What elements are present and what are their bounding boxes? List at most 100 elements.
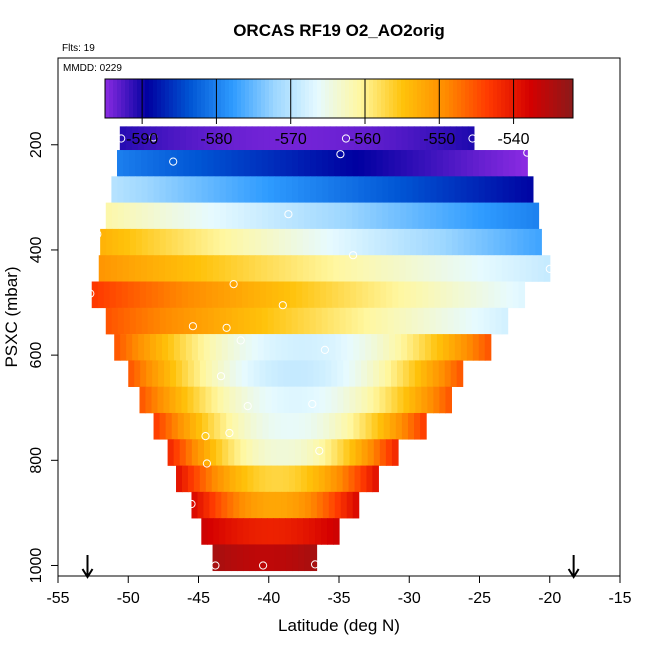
heatmap-cell (400, 150, 408, 177)
heatmap-cell (331, 360, 338, 387)
heatmap-cell (398, 281, 405, 309)
heatmap-cell (104, 255, 112, 282)
heatmap-cell (125, 126, 133, 153)
heatmap-cell (514, 202, 522, 230)
heatmap-cell (440, 281, 447, 309)
colorbar-swatch (121, 79, 126, 118)
heatmap-cell (377, 412, 385, 440)
heatmap-cell (439, 228, 447, 256)
heatmap-cell (465, 255, 473, 282)
colorbar-swatch (553, 79, 558, 118)
heatmap-cell (249, 307, 257, 335)
heatmap-cell (489, 307, 497, 335)
heatmap-cell (495, 307, 503, 335)
heatmap-cell (381, 307, 389, 335)
heatmap-cell (454, 176, 462, 203)
heatmap-cell (350, 228, 358, 256)
heatmap-cell (265, 386, 273, 414)
heatmap-cell (496, 202, 504, 230)
heatmap-cell (413, 334, 420, 361)
heatmap-cell (279, 255, 286, 282)
heatmap-cell (251, 126, 259, 153)
heatmap-cell (239, 491, 246, 519)
heatmap-cell (313, 360, 320, 387)
heatmap-cell (394, 176, 402, 203)
heatmap-cell (361, 386, 369, 414)
heatmap-cell (121, 281, 129, 309)
heatmap-cell (394, 150, 402, 177)
heatmap-cell (123, 202, 131, 230)
heatmap-cell (278, 281, 285, 309)
heatmap-cell (203, 126, 211, 153)
heatmap-cell (241, 360, 249, 387)
heatmap-cell (523, 228, 530, 256)
heatmap-cell (255, 518, 262, 545)
colorbar-swatch (509, 79, 514, 118)
heatmap-cell (351, 307, 359, 335)
colorbar-swatch (197, 79, 202, 118)
x-tick-label: -20 (538, 590, 561, 607)
heatmap-cell (349, 360, 356, 387)
heatmap-cell (413, 126, 421, 153)
heatmap-cell (120, 334, 127, 361)
heatmap-cell (358, 202, 365, 230)
heatmap-cell (472, 334, 480, 361)
heatmap-cell (231, 518, 238, 545)
heatmap-cell (543, 255, 551, 282)
colorbar-swatch (153, 79, 158, 118)
heatmap-cell (435, 255, 443, 282)
heatmap-cell (97, 281, 105, 309)
heatmap-cell (483, 307, 491, 335)
colorbar-swatch (249, 79, 254, 118)
heatmap-cell (267, 307, 275, 335)
heatmap-cell (438, 360, 446, 387)
heatmap-cell (412, 150, 420, 177)
heatmap-cell (243, 518, 250, 545)
heatmap-cell (463, 228, 471, 256)
heatmap-cell (295, 386, 303, 414)
heatmap-cell (199, 386, 207, 414)
x-axis-label: Latitude (deg N) (278, 616, 400, 635)
colorbar-tick-label: -550 (423, 131, 455, 148)
heatmap-cell (135, 150, 142, 177)
heatmap-cell (404, 281, 411, 309)
heatmap-cell (223, 281, 231, 309)
heatmap-cell (253, 360, 261, 387)
y-tick-label: 200 (28, 131, 45, 158)
heatmap-cell (279, 228, 286, 256)
heatmap-cell (286, 412, 294, 440)
heatmap-cell (394, 202, 401, 230)
heatmap-cell (211, 360, 219, 387)
heatmap-cell (285, 255, 292, 282)
heatmap-cell (304, 202, 311, 230)
heatmap-cell (151, 386, 159, 414)
heatmap-cell (187, 465, 195, 493)
heatmap-cell (103, 281, 111, 309)
heatmap-cell (434, 228, 441, 256)
heatmap-cell (449, 126, 457, 153)
heatmap-cell (429, 307, 437, 335)
heatmap-cell (127, 281, 135, 309)
heatmap-cell (406, 176, 414, 203)
heatmap-cell (283, 465, 290, 493)
heatmap-cell (356, 281, 363, 309)
heatmap-cell (395, 126, 403, 153)
heatmap-cell (367, 439, 375, 466)
colorbar-swatch (281, 79, 286, 118)
colorbar-swatch (277, 79, 282, 118)
heatmap-cell (491, 150, 498, 177)
heatmap-cell (221, 334, 229, 361)
heatmap-cell (326, 281, 333, 309)
colorbar-swatch (261, 79, 266, 118)
heatmap-cell (117, 307, 125, 335)
heatmap-cell (162, 334, 169, 361)
heatmap-cell (231, 150, 239, 177)
colorbar-swatch (145, 79, 150, 118)
colorbar-swatch (237, 79, 242, 118)
heatmap-cell (344, 281, 351, 309)
heatmap-cell (156, 334, 163, 361)
heatmap-cell (117, 176, 125, 203)
heatmap-cell (400, 202, 407, 230)
colorbar-swatch (213, 79, 218, 118)
heatmap-cell (472, 176, 480, 203)
